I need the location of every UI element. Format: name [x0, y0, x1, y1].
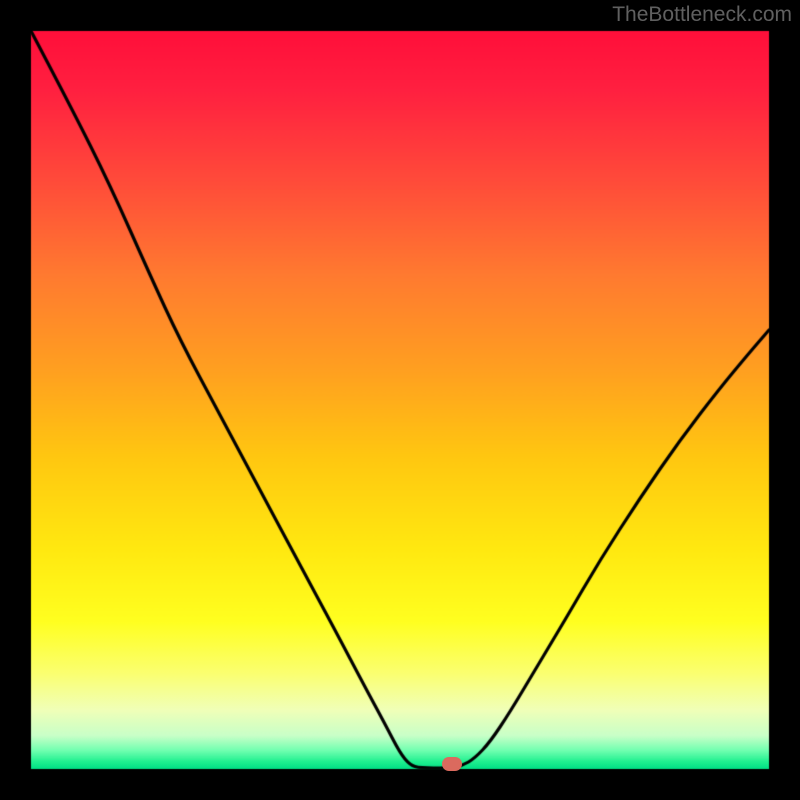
chart-stage: TheBottleneck.com	[0, 0, 800, 800]
bottleneck-curve	[0, 0, 800, 800]
